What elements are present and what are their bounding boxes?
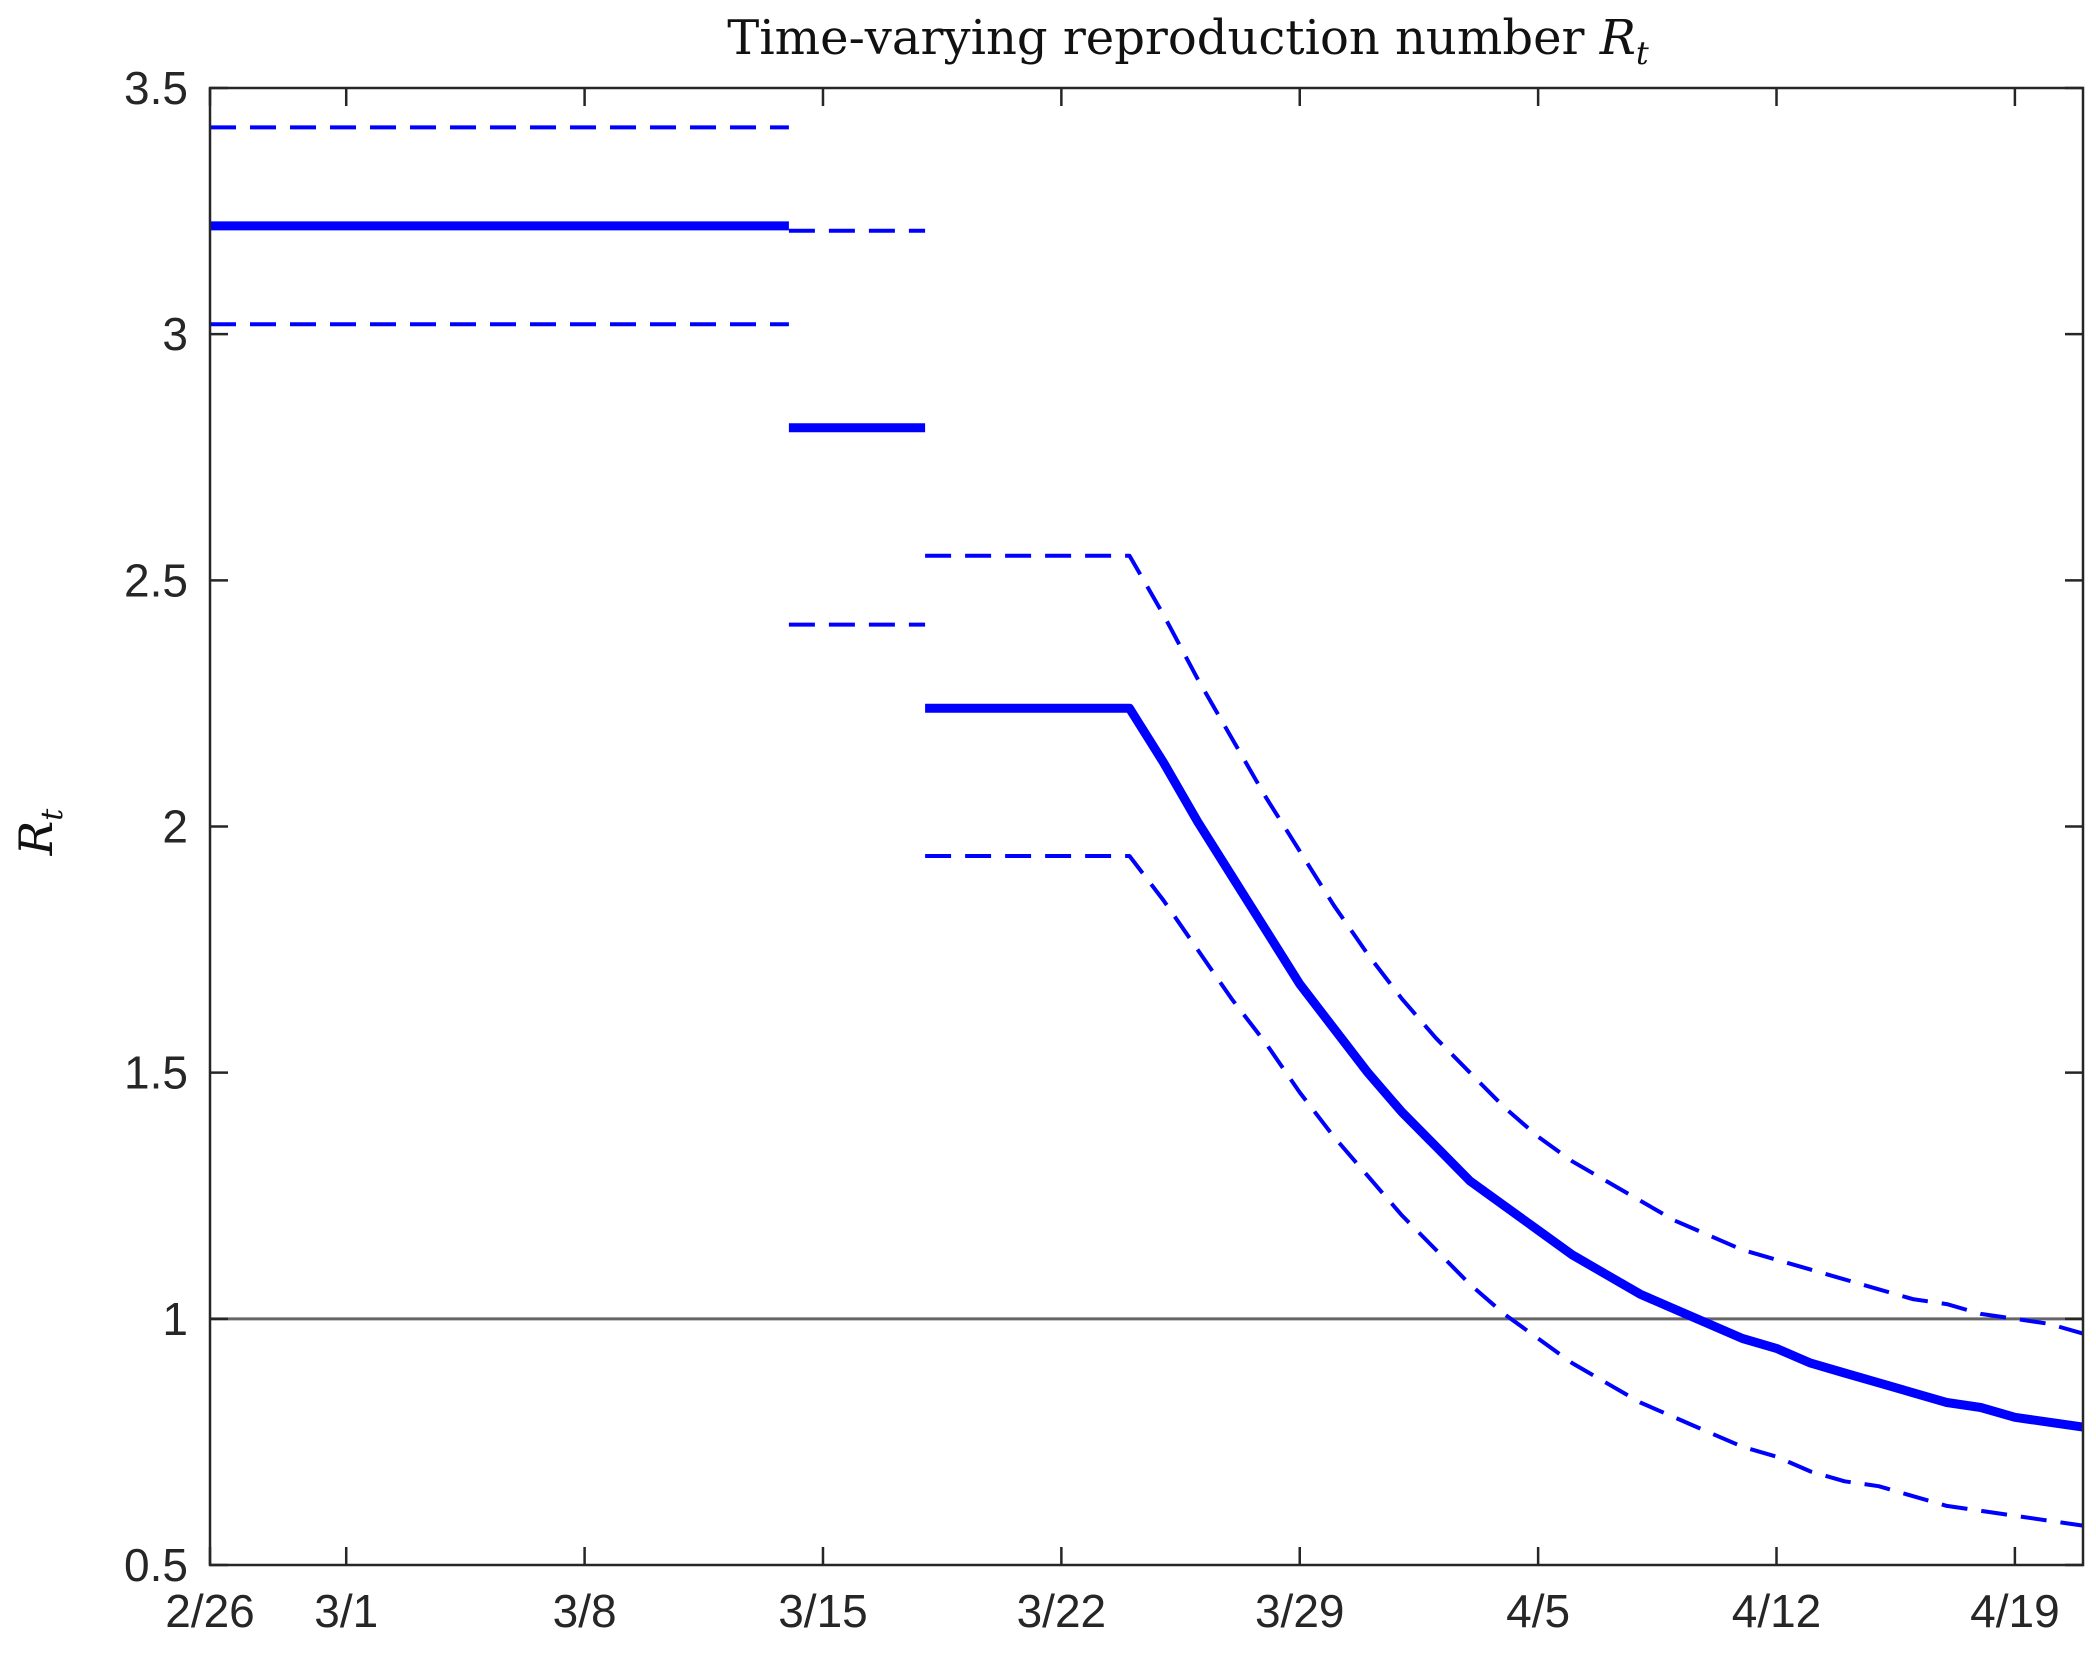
series-group bbox=[210, 125, 2084, 1528]
ticks-group: 2/26 3/1 3/8 3/15 3/22 3/29 4/5 4/12 4/19 0.5 1 1.5… bbox=[124, 62, 2083, 1637]
y-tick-label: 2 bbox=[162, 801, 188, 853]
y-tick-label: 3 bbox=[162, 308, 188, 360]
y-axis-label: Rt bbox=[9, 808, 70, 857]
x-tick-label: 4/5 bbox=[1506, 1585, 1570, 1637]
x-tick-label: 4/19 bbox=[1970, 1585, 2060, 1637]
x-tick-label: 3/8 bbox=[553, 1585, 617, 1637]
upper-bound-line-segment-3 bbox=[925, 553, 2084, 1336]
y-tick-label: 0.5 bbox=[124, 1539, 188, 1591]
x-tick-label: 4/12 bbox=[1732, 1585, 1822, 1637]
estimate-line-segment-3 bbox=[925, 703, 2084, 1432]
x-tick-label: 3/29 bbox=[1255, 1585, 1345, 1637]
y-tick-label: 2.5 bbox=[124, 554, 188, 606]
y-tick-label: 1 bbox=[162, 1293, 188, 1345]
axes-group bbox=[208, 86, 2085, 1567]
x-tick-label: 3/1 bbox=[314, 1585, 378, 1637]
x-tick-label: 3/22 bbox=[1017, 1585, 1107, 1637]
y-tick-label: 3.5 bbox=[124, 62, 188, 114]
y-tick-label: 1.5 bbox=[124, 1047, 188, 1099]
chart-title: Time-varying reproduction number Rt bbox=[727, 10, 1649, 72]
x-tick-label: 3/15 bbox=[778, 1585, 868, 1637]
lower-bound-line-segment-3 bbox=[925, 854, 2084, 1528]
plot-frame bbox=[208, 86, 2085, 1567]
x-tick-label: 2/26 bbox=[165, 1585, 255, 1637]
